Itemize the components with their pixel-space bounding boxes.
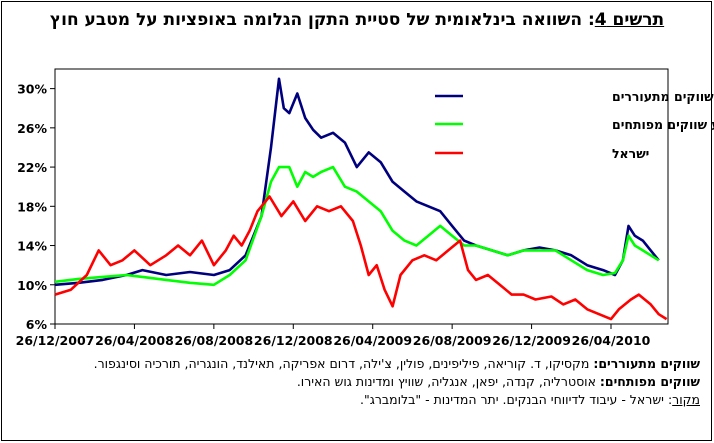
note-source: מקור: ישראל - עיבוד לדיווחי הבנקים. יתר …: [8, 391, 700, 409]
chart-title-label: תרשים 4: [594, 10, 665, 30]
note-emerging-text: מקסיקו, ד. קוריאה, פיליפינים, פולין, צ'י…: [93, 356, 594, 371]
plot-area-border: [54, 68, 669, 325]
x-tick-label: 26/12/2009: [492, 333, 571, 348]
legend-label-1: ממוצע שווקים מפותחים: [612, 117, 714, 132]
series-line-2: [54, 195, 668, 321]
note-source-label: מקור: [672, 392, 700, 407]
x-tick-label: 26/08/2009: [413, 333, 492, 348]
y-tick-label: 18%: [17, 199, 47, 214]
x-tick-label: 26/04/2008: [95, 333, 174, 348]
chart-notes: שווקים מתעוררים: מקסיקו, ד. קוריאה, פילי…: [8, 355, 700, 409]
x-tick-label: 26/08/2008: [174, 333, 253, 348]
note-developed-text: אוסטרליה, קנדה, יפאן, אנגליה, שוויץ ומדי…: [296, 374, 600, 389]
y-tick-label: 10%: [17, 278, 47, 293]
chart-axes: 6% 10% 14% 18% 22% 26% 30% 26/12/2007 26/04/2008…: [16, 68, 669, 348]
note-emerging-label: שווקים מתעוררים:: [593, 356, 700, 371]
legend-label-0: ממוצע שווקים מתעוררים: [612, 89, 714, 104]
note-developed: שווקים מפותחים: אוסטרליה, קנדה, יפאן, אנ…: [8, 373, 700, 391]
y-tick-label: 14%: [17, 239, 47, 254]
chart-lines: [54, 77, 668, 321]
note-developed-label: שווקים מפותחים:: [599, 374, 700, 389]
series-line-1: [54, 165, 660, 287]
y-tick-label: 26%: [17, 121, 47, 136]
note-source-text: : ישראל - עיבוד לדיווחי הבנקים. יתר המדי…: [360, 392, 673, 407]
chart-title-text: : השוואה בינלאומית של סטיית התקן הגלומה …: [49, 10, 595, 30]
y-tick-label: 22%: [17, 160, 47, 175]
chart-title: תרשים 4: השוואה בינלאומית של סטיית התקן …: [30, 8, 684, 32]
legend-label-2: ישראל: [612, 146, 649, 161]
note-emerging: שווקים מתעוררים: מקסיקו, ד. קוריאה, פילי…: [8, 355, 700, 373]
x-tick-label: 26/12/2008: [254, 333, 333, 348]
x-tick-label: 26/04/2009: [333, 333, 412, 348]
x-tick-label: 26/04/2010: [572, 333, 651, 348]
x-tick-label: 26/12/2007: [16, 333, 95, 348]
y-tick-label: 30%: [17, 82, 47, 97]
chart-legend: ממוצע שווקים מתעוררים ממוצע שווקים מפותחי…: [435, 89, 714, 161]
y-tick-label: 6%: [26, 317, 48, 332]
series-line-0: [54, 77, 660, 287]
